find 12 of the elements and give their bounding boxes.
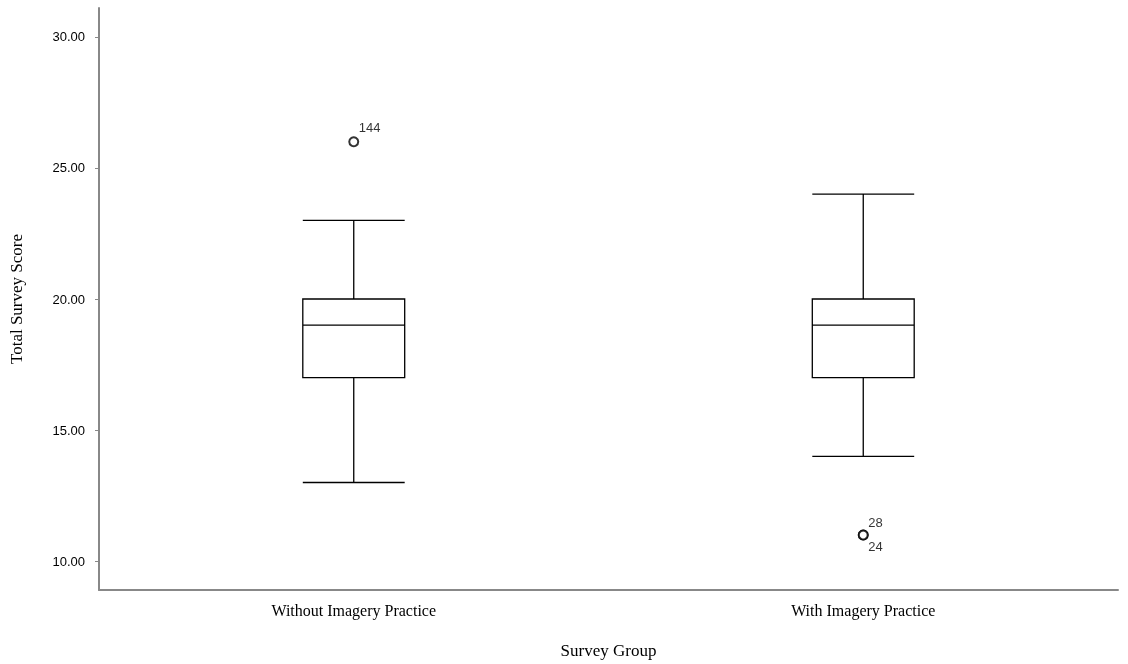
y-tick-label: 30.00 (52, 29, 85, 45)
x-axis-title: Survey Group (560, 641, 657, 660)
x-tick-label: Without Imagery Practice (271, 601, 437, 620)
annotation: 144 (358, 120, 381, 136)
y-axis-title: Total Survey Score (7, 233, 26, 365)
y-tick-label: 20.00 (52, 291, 85, 307)
x-tick-label: With Imagery Practice (791, 601, 936, 620)
annotation: 28 (868, 515, 883, 531)
y-tick-label: 10.00 (52, 553, 85, 569)
annotation: 24 (868, 539, 883, 555)
y-tick-label: 25.00 (52, 160, 85, 176)
y-tick-label: 15.00 (52, 422, 85, 438)
